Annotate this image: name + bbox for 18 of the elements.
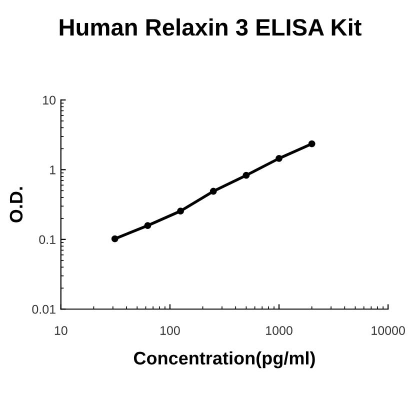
y-tick-label: 1 [50,166,56,174]
y-tick-label: 10 [43,96,56,105]
point [210,188,217,195]
point [111,235,118,242]
x-tick-label: 10000 [372,326,405,335]
y-tick-label: 0.1 [39,235,56,244]
point [144,222,152,230]
point [242,172,250,179]
x-tick-label: 10 [54,326,68,335]
point [276,154,282,162]
x-tick-label: 100 [160,326,180,335]
x-tick-label: 1000 [266,326,292,335]
x-axis-title: Concentration(pg/ml) [134,351,315,368]
point [177,208,184,215]
chart-title: Human Relaxin 3 ELISA Kit [60,18,362,36]
y-tick-label: 0.01 [32,304,56,314]
y-axis-title: O.D. [10,187,23,222]
point [308,140,316,148]
